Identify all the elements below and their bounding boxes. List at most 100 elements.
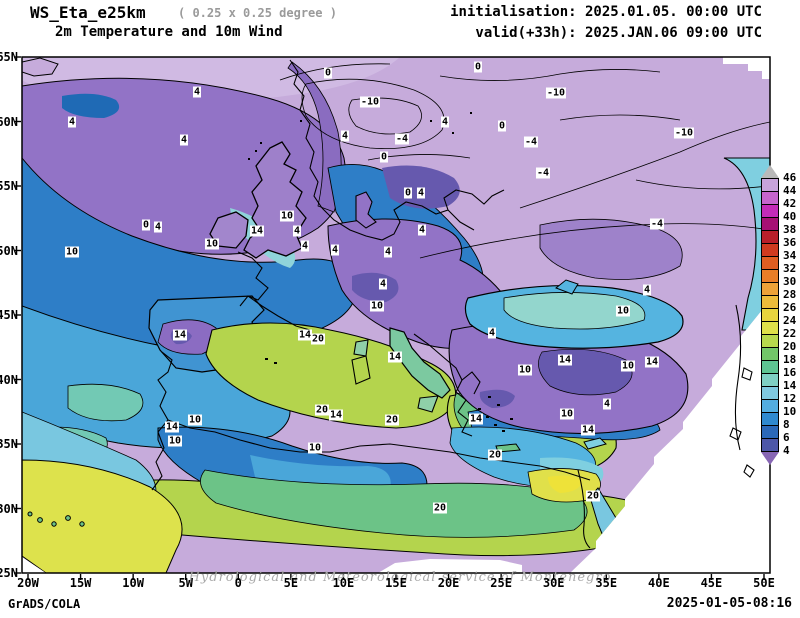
colorbar-tick-label-40: 40	[783, 210, 797, 223]
colorbar-tick-label-36: 36	[783, 236, 797, 249]
colorbar-tick-label-18: 18	[783, 353, 797, 366]
contour-label: 10	[279, 210, 295, 222]
colorbar-arrow-above-max	[761, 165, 779, 178]
lon-label-10E: 10E	[332, 576, 355, 590]
lon-label-50E: 50E	[753, 576, 775, 590]
colorbar-segment	[761, 191, 779, 205]
contour-label: 4	[440, 116, 450, 128]
lon-label-0: 0	[234, 576, 242, 590]
contour-label: 10	[615, 305, 631, 317]
colorbar-segment	[761, 412, 779, 426]
contour-label: 20	[310, 333, 326, 345]
contour-label: 4	[192, 86, 202, 98]
lat-label-50N: 50N	[0, 243, 18, 258]
lat-label-45N: 45N	[0, 308, 18, 322]
colorbar-segment	[761, 217, 779, 231]
render-timestamp: 2025-01-05-08:16	[666, 596, 792, 611]
contour-label: 14	[580, 424, 596, 436]
contour-label: 10	[517, 364, 533, 376]
colorbar-tick-label-26: 26	[783, 301, 797, 314]
colorbar-tick-label-30: 30	[783, 275, 797, 288]
contour-label: 14	[644, 356, 660, 368]
contour-label: 4	[383, 246, 393, 258]
colorbar-tick-label-34: 34	[783, 249, 797, 262]
contour-label: 0	[473, 61, 483, 73]
colorbar-tick-label-42: 42	[783, 197, 797, 210]
contour-label: 20	[585, 490, 601, 502]
colorbar-tick-label-38: 38	[783, 223, 797, 236]
coastlines	[151, 59, 591, 549]
contour-label: 4	[487, 327, 497, 339]
contour-label: 10	[559, 408, 575, 420]
colorbar-segment	[761, 347, 779, 361]
colorbar-segment	[761, 334, 779, 348]
colorbar-segment	[761, 230, 779, 244]
contour-label: 0	[497, 120, 507, 132]
contour-label: 4	[340, 130, 350, 142]
contour-label: 14	[164, 421, 180, 433]
colorbar-segment	[761, 204, 779, 218]
canary-islands	[27, 511, 85, 527]
contour-label: 20	[314, 404, 330, 416]
contour-label: 0	[379, 151, 389, 163]
colorbar-arrow-below-min	[761, 452, 779, 465]
contour-label: 10	[620, 360, 636, 372]
lon-label-15E: 15E	[385, 576, 407, 590]
contour-lines	[279, 63, 770, 259]
colorbar-segment	[761, 256, 779, 270]
colorbar-segment	[761, 243, 779, 257]
contour-label: 20	[432, 502, 448, 514]
contour-label: 10	[307, 442, 323, 454]
lon-label-20W: 20W	[17, 576, 39, 590]
lon-label-40E: 40E	[648, 576, 670, 590]
contour-label: 4	[179, 134, 189, 146]
valid-time: valid(+33h): 2025.JAN.06 09:00 UTC	[475, 25, 762, 41]
contour-label: 4	[602, 398, 612, 410]
colorbar-tick-label-4: 4	[783, 444, 790, 457]
lat-label-30N: 30N	[0, 501, 18, 516]
colorbar-tick-label-14: 14	[783, 379, 797, 392]
contour-label: 0	[403, 187, 413, 199]
contour-label: 0	[141, 219, 151, 231]
lon-label-30E: 30E	[542, 576, 565, 590]
temperature-colorbar: 46 44 42 40 38 36 34 32 30 28 26 24 22 20 18 16 14 12 10 8 6…	[761, 165, 800, 465]
contour-label: 14	[468, 413, 484, 425]
colorbar-tick-label-10: 10	[783, 405, 797, 418]
contour-label: -4	[649, 218, 665, 230]
colorbar-tick-label-32: 32	[783, 262, 797, 275]
contour-label: 4	[417, 224, 427, 236]
lat-label-35N: 35N	[0, 437, 18, 451]
island-speckles	[248, 112, 513, 432]
contour-label: 20	[384, 414, 400, 426]
lon-label-5E: 5E	[283, 576, 299, 590]
contour-label: 4	[300, 240, 310, 252]
lon-label-5W: 5W	[178, 576, 193, 590]
lon-label-35E: 35E	[595, 576, 618, 590]
contour-label: 4	[416, 187, 426, 199]
colorbar-tick-label-12: 12	[783, 392, 797, 405]
contour-label: 14	[172, 329, 188, 341]
colorbar-segment	[761, 373, 779, 387]
contour-label: 14	[328, 409, 344, 421]
lon-label-15W: 15W	[69, 576, 92, 590]
colorbar-segment	[761, 282, 779, 296]
contour-label: 14	[387, 351, 403, 363]
contour-label: 20	[487, 449, 503, 461]
contour-label: 10	[167, 435, 183, 447]
colorbar-segment	[761, 438, 779, 452]
colorbar-tick-label-22: 22	[783, 327, 797, 340]
lon-label-10W: 10W	[122, 576, 144, 590]
colorbar-segment	[761, 178, 779, 192]
colorbar-tick-label-44: 44	[783, 184, 797, 197]
colorbar-tick-label-46: 46	[783, 171, 797, 184]
colorbar-tick-label-6: 6	[783, 431, 790, 444]
contour-label: 10	[204, 238, 220, 250]
contour-label: -4	[535, 167, 551, 179]
contour-label: 4	[378, 278, 388, 290]
colorbar-segment	[761, 399, 779, 413]
contour-label: 4	[292, 225, 302, 237]
resolution-note: ( 0.25 x 0.25 degree )	[178, 6, 337, 20]
contour-label: 14	[557, 354, 573, 366]
colorbar-tick-label-16: 16	[783, 366, 797, 379]
lon-label-25E: 25E	[490, 576, 512, 590]
